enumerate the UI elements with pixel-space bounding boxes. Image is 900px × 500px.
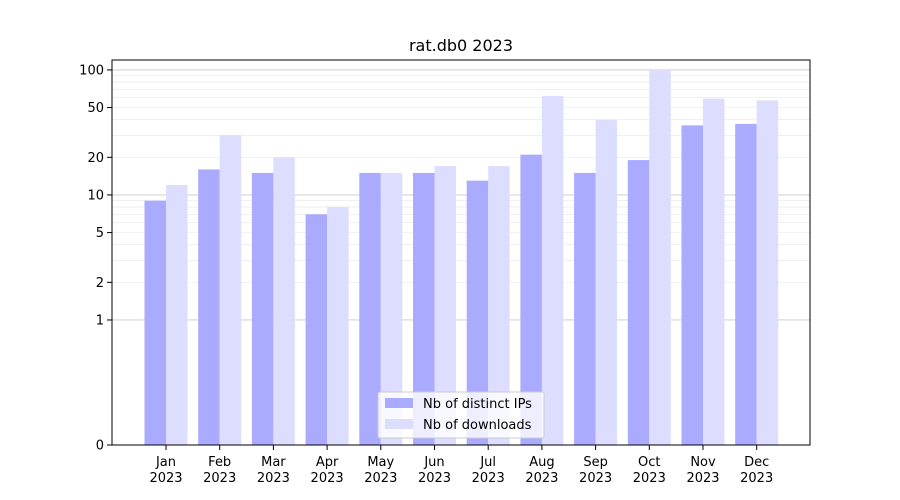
- axes-frame: [111, 59, 811, 446]
- x-tick-label-month: Mar: [261, 455, 286, 470]
- bar-distinct-ips-dec: [735, 123, 757, 445]
- x-tick-label-month: Jan: [155, 455, 176, 470]
- y-tick-label: 0: [96, 439, 104, 454]
- x-tick-label-year: 2023: [311, 471, 344, 486]
- bars: [144, 69, 779, 446]
- x-tick-label-month: Jul: [479, 455, 496, 470]
- y-tick-label: 50: [87, 101, 104, 116]
- chart-title: rat.db0 2023: [409, 36, 513, 55]
- x-tick-label-year: 2023: [525, 471, 558, 486]
- x-tick-label-year: 2023: [686, 471, 719, 486]
- legend-box: [377, 391, 545, 439]
- x-tick-label-year: 2023: [579, 471, 612, 486]
- y-tick-label: 1: [96, 313, 104, 328]
- bar-downloads-nov: [703, 98, 725, 446]
- bar-distinct-ips-jul: [466, 180, 489, 445]
- x-tick-label-month: May: [367, 455, 394, 470]
- bar-downloads-oct: [649, 69, 671, 446]
- bar-distinct-ips-apr: [305, 214, 328, 445]
- x-tick-label-month: Jun: [423, 455, 444, 470]
- x-tick-label-year: 2023: [364, 471, 397, 486]
- legend-swatch-distinct-ips: [385, 398, 413, 408]
- y-tick-label: 100: [79, 63, 104, 78]
- y-axis: 0 1 2 5 10 20 50 100: [79, 63, 112, 454]
- y-tick-label: 20: [87, 151, 104, 166]
- legend-label-downloads: Nb of downloads: [423, 418, 532, 433]
- x-tick-label-month: Apr: [316, 455, 339, 470]
- y-tick-label: 5: [96, 226, 104, 241]
- bar-distinct-ips-may: [359, 172, 381, 445]
- bar-downloads-feb: [219, 135, 242, 445]
- bar-distinct-ips-nov: [681, 125, 703, 445]
- x-tick-label-year: 2023: [257, 471, 290, 486]
- bar-downloads-aug: [541, 95, 564, 446]
- legend-label-distinct-ips: Nb of distinct IPs: [423, 397, 532, 412]
- bar-distinct-ips-oct: [627, 160, 650, 445]
- x-tick-label-year: 2023: [472, 471, 505, 486]
- x-tick-label-month: Feb: [208, 455, 231, 470]
- legend-swatch-downloads: [385, 419, 413, 429]
- x-tick-label-year: 2023: [203, 471, 236, 486]
- bar-distinct-ips-feb: [198, 169, 220, 445]
- bar-distinct-ips-mar: [251, 172, 274, 445]
- bar-downloads-dec: [756, 100, 779, 445]
- x-tick-label-month: Oct: [638, 455, 660, 470]
- bar-downloads-apr: [327, 207, 349, 445]
- x-tick-label-year: 2023: [418, 471, 451, 486]
- bar-distinct-ips-aug: [520, 154, 542, 446]
- bar-distinct-ips-jan: [144, 200, 166, 445]
- bar-downloads-sep: [595, 119, 618, 446]
- bar-downloads-jan: [166, 185, 188, 445]
- x-tick-label-year: 2023: [633, 471, 666, 486]
- y-tick-label: 2: [96, 276, 104, 291]
- x-tick-label-month: Sep: [583, 455, 608, 470]
- x-tick-label-month: Dec: [744, 455, 769, 470]
- bar-distinct-ips-sep: [574, 172, 596, 445]
- x-tick-label-year: 2023: [740, 471, 773, 486]
- x-tick-label-year: 2023: [149, 471, 182, 486]
- bar-downloads-jun: [434, 166, 456, 445]
- bar-distinct-ips-jun: [413, 172, 435, 445]
- bar-downloads-may: [380, 172, 403, 445]
- bar-downloads-mar: [273, 157, 295, 445]
- x-axis: Jan2023Feb2023Mar2023Apr2023May2023Jun20…: [149, 445, 773, 486]
- x-tick-label-month: Aug: [529, 455, 554, 470]
- y-tick-label: 10: [87, 188, 104, 203]
- bar-downloads-jul: [488, 166, 510, 445]
- x-tick-label-month: Nov: [690, 455, 716, 470]
- legend: Nb of distinct IPs Nb of downloads: [377, 391, 545, 439]
